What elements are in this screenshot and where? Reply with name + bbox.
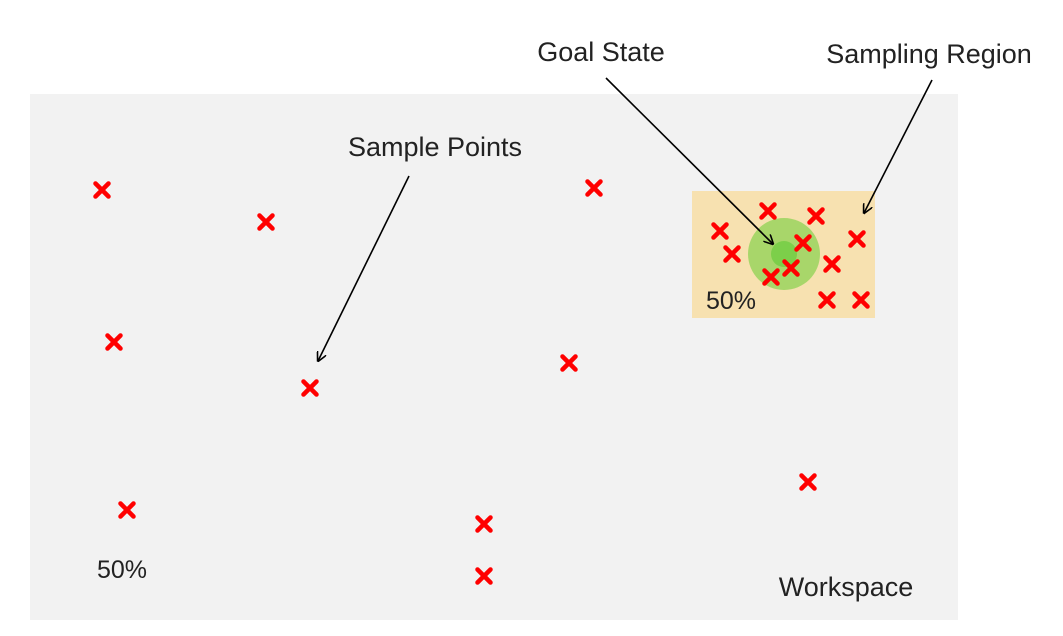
x-mark-icon xyxy=(257,213,275,231)
x-mark-icon xyxy=(118,501,136,519)
x-mark-icon xyxy=(762,268,780,286)
x-mark-icon xyxy=(807,207,825,225)
x-mark-icon xyxy=(723,245,741,263)
x-mark-icon xyxy=(848,230,866,248)
goal-state-label: Goal State xyxy=(537,37,665,67)
sample-points-arrow xyxy=(318,175,410,361)
workspace-percent: 50% xyxy=(97,556,147,584)
x-mark-icon xyxy=(852,291,870,309)
sampling-region-arrow xyxy=(864,79,933,213)
workspace-label: Workspace xyxy=(779,572,914,602)
x-mark-icon xyxy=(782,259,800,277)
x-mark-icon xyxy=(794,234,812,252)
goal-state-inner-circle xyxy=(771,241,797,267)
x-mark-icon xyxy=(560,354,578,372)
workspace-area xyxy=(30,94,958,620)
sampling-region-label: Sampling Region xyxy=(826,39,1032,69)
x-mark-icon xyxy=(818,291,836,309)
x-mark-icon xyxy=(711,222,729,240)
sampling-region-percent: 50% xyxy=(706,287,756,315)
x-mark-icon xyxy=(585,179,603,197)
x-mark-icon xyxy=(93,181,111,199)
x-mark-icon xyxy=(823,255,841,273)
sample-points-label: Sample Points xyxy=(348,132,522,162)
x-mark-icon xyxy=(799,473,817,491)
x-mark-icon xyxy=(301,379,319,397)
x-mark-icon xyxy=(475,567,493,585)
x-mark-icon xyxy=(475,515,493,533)
x-mark-icon xyxy=(105,333,123,351)
goal-state-arrow xyxy=(605,77,773,244)
sample-points xyxy=(93,179,870,585)
x-mark-icon xyxy=(759,202,777,220)
